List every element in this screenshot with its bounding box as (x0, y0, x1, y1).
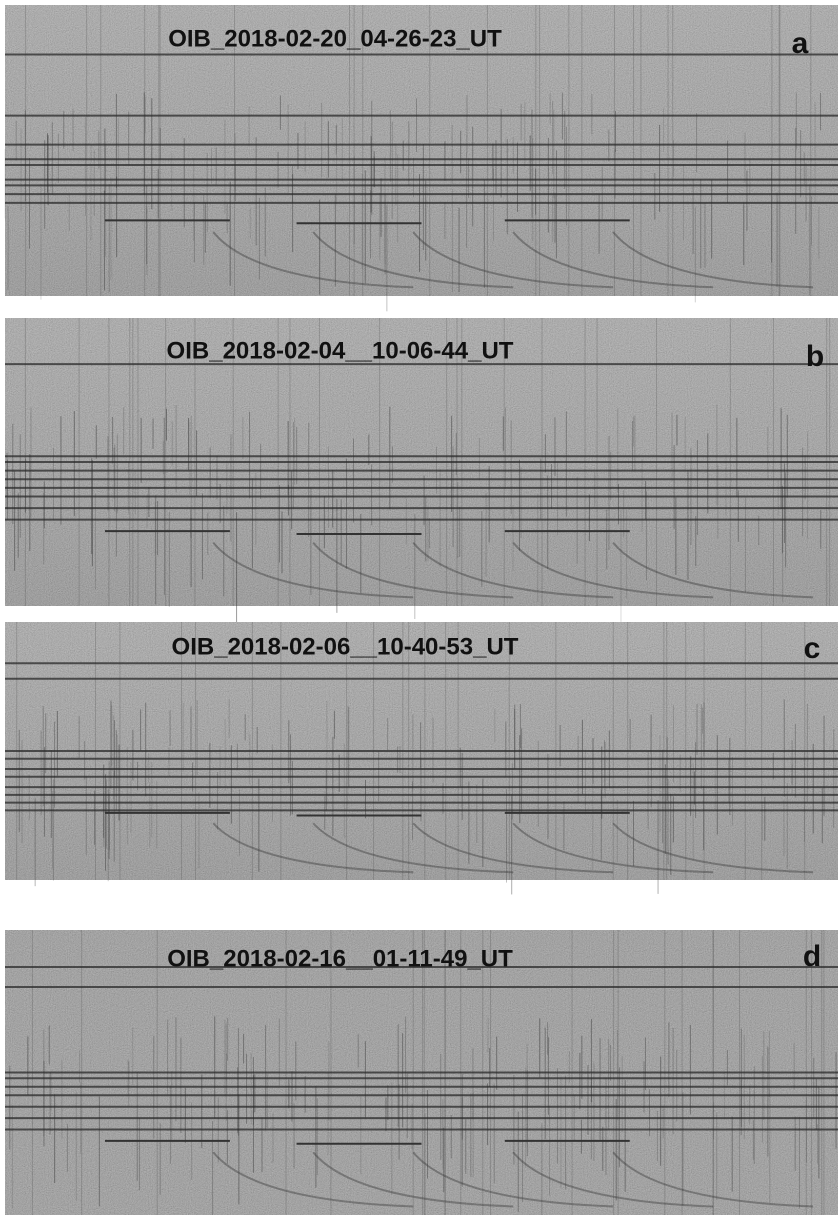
echogram-curve (312, 1151, 514, 1208)
echogram-curve (512, 542, 714, 599)
echogram-curve (612, 231, 814, 289)
echogram-curve (212, 822, 414, 874)
echogram-curve (412, 822, 614, 874)
echogram-curve (412, 542, 614, 599)
echogram-curve (512, 1151, 714, 1208)
echogram-curve (312, 542, 514, 599)
panel-title: OIB_2018-02-20_04-26-23_UT (168, 25, 502, 52)
echogram-curve (212, 542, 414, 599)
echogram-curve (612, 1151, 814, 1208)
echogram-curve (212, 1151, 414, 1208)
echogram-curve (512, 822, 714, 874)
panel-title: OIB_2018-02-04__10-06-44_UT (167, 337, 514, 364)
echogram-panel: OIB_2018-02-16__01-11-49_UT d (5, 930, 838, 1220)
echogram-curve (312, 822, 514, 874)
echogram-curve (612, 542, 814, 599)
panel-letter: a (792, 27, 809, 60)
echogram-curve (312, 231, 514, 289)
echogram-curve (512, 231, 714, 289)
panel-letter: c (804, 632, 821, 665)
echogram-panel: OIB_2018-02-04__10-06-44_UT b (5, 318, 838, 624)
panel-title: OIB_2018-02-06__10-40-53_UT (172, 633, 519, 660)
echogram-curve (212, 231, 414, 289)
panel-letter: d (803, 940, 821, 973)
echogram-curve (412, 231, 614, 289)
echogram-curve (612, 822, 814, 874)
echogram-panel: OIB_2018-02-06__10-40-53_UT c (5, 622, 838, 895)
panel-letter: b (806, 340, 824, 373)
panel-title: OIB_2018-02-16__01-11-49_UT (167, 945, 513, 972)
echogram-curve (412, 1151, 614, 1208)
echogram-panel: OIB_2018-02-20_04-26-23_UT a (4, 5, 838, 312)
